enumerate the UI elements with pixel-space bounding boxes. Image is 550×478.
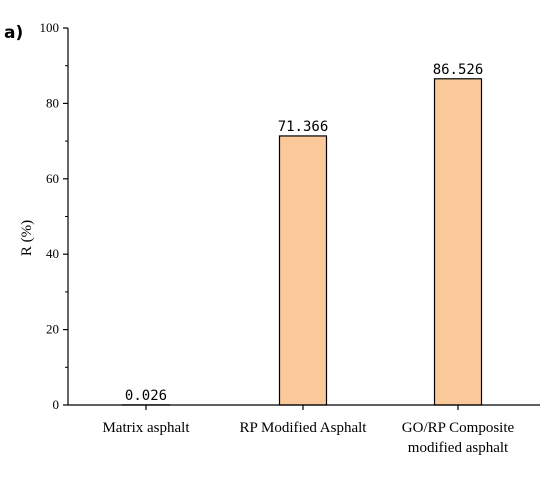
bar-3: [433, 78, 483, 406]
y-tick-label-60: 60: [46, 171, 59, 186]
value-labels: 0.026 71.366 86.526: [125, 62, 483, 404]
data-label-3: 86.526: [433, 62, 484, 78]
y-tick-label-0: 0: [53, 397, 60, 412]
y-tick-label-20: 20: [46, 322, 59, 337]
bar-2: [278, 135, 328, 406]
x-axis-ticks: [145, 405, 459, 410]
data-label-2: 71.366: [278, 119, 329, 135]
category-labels: Matrix asphalt RP Modified Asphalt GO/RP C…: [102, 420, 514, 456]
y-tick-label-80: 80: [46, 95, 59, 110]
y-tick-label-40: 40: [46, 246, 59, 261]
category-label-2: RP Modified Asphalt: [240, 420, 368, 436]
category-label-1: Matrix asphalt: [102, 420, 190, 436]
y-axis-title: R (%): [19, 220, 35, 256]
panel-label: a): [4, 23, 23, 43]
data-label-1: 0.026: [125, 388, 167, 404]
y-axis-ticks: 0 20 40 60 80 100: [40, 20, 68, 412]
y-tick-label-100: 100: [40, 20, 60, 35]
category-label-3-line-2: modified asphalt: [408, 440, 509, 456]
category-label-3-line-1: GO/RP Composite: [402, 420, 515, 436]
